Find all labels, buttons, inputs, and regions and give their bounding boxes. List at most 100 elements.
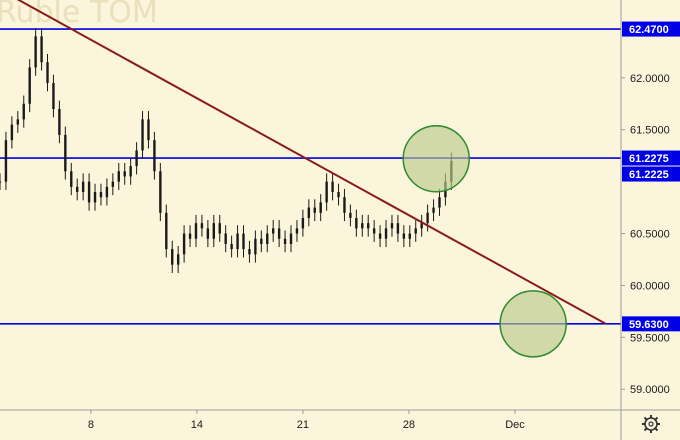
highlight-circle (402, 125, 470, 193)
candle-body (432, 207, 435, 213)
candle-body (182, 233, 186, 255)
candle-body (325, 181, 328, 203)
candle-body (129, 166, 132, 177)
candle-body (46, 62, 49, 84)
y-tick-label: 61.5000 (630, 125, 670, 137)
candle-body (200, 223, 204, 229)
candle-body (384, 228, 388, 239)
price-tag (622, 21, 680, 37)
candle-body (123, 171, 126, 177)
candle-body (390, 223, 394, 229)
y-tick-label: 59.5000 (630, 332, 670, 344)
candle-body (70, 171, 73, 187)
candle-body (218, 223, 221, 234)
candle-body (355, 217, 358, 229)
candle-body (93, 192, 97, 203)
highlight-circle (499, 290, 567, 358)
candle-body (0, 181, 2, 183)
candle-body (117, 171, 120, 182)
candle-body (99, 192, 103, 198)
candle-body (260, 238, 263, 244)
candle-body (76, 186, 79, 193)
candle-body (331, 181, 334, 193)
candle-body (289, 233, 293, 244)
y-tick-label: 59.0000 (630, 384, 670, 396)
candle-body (414, 228, 417, 234)
candle-body (271, 228, 275, 234)
settings-gear-icon[interactable] (642, 415, 660, 433)
candle-body (319, 202, 322, 213)
candle-body (153, 140, 156, 172)
price-tag-label: 62.4700 (629, 24, 669, 36)
candle-body (236, 233, 239, 250)
candle-body (266, 233, 269, 244)
candle-body (438, 197, 441, 208)
x-tick-label: Dec (505, 419, 525, 431)
price-tag-label: 61.2225 (629, 169, 669, 181)
candle-body (16, 119, 20, 125)
watermark-text: Ruble TOM (0, 0, 158, 30)
candle-body (105, 186, 109, 198)
candle-body (224, 233, 227, 244)
candle-body (188, 233, 192, 239)
price-tag (622, 166, 680, 182)
candle-body (313, 207, 316, 213)
candle-body (194, 223, 198, 239)
candle-body (301, 217, 305, 229)
candle-body (28, 67, 31, 104)
candle-body (4, 140, 8, 182)
candle-body (230, 243, 233, 250)
candle-body (64, 134, 67, 172)
price-tag-label: 59.6300 (629, 319, 669, 331)
candle-body (176, 254, 180, 265)
price-tag (622, 150, 680, 166)
y-tick-label: 62.0000 (630, 73, 670, 85)
candle-body (34, 36, 37, 68)
price-tag (622, 316, 680, 332)
candle-body (212, 223, 216, 239)
candle-body (242, 233, 245, 250)
candle-body (361, 223, 364, 229)
x-tick-label: 8 (88, 419, 94, 431)
y-tick-label: 60.5000 (630, 229, 670, 241)
candle-body (254, 238, 257, 255)
x-tick-label: 28 (403, 419, 415, 431)
candle-body (81, 181, 85, 193)
candle-body (396, 223, 400, 234)
candle-body (367, 223, 370, 229)
candle-body (426, 212, 429, 224)
candle-body (277, 228, 281, 239)
x-tick-label: 21 (297, 419, 309, 431)
x-tick-label: 14 (191, 419, 203, 431)
candle-body (40, 36, 43, 63)
candle-body (147, 119, 150, 141)
candle-body (141, 119, 144, 151)
candle-body (111, 181, 115, 187)
candle-body (58, 108, 61, 135)
candle-body (22, 103, 25, 120)
candle-body (52, 83, 55, 109)
candle-body (206, 228, 210, 239)
candle-body (248, 249, 251, 255)
candle-body (408, 233, 411, 239)
candle-body (295, 228, 299, 234)
candle-body (420, 223, 423, 229)
candle-body (87, 181, 91, 203)
candle-body (378, 233, 382, 239)
y-tick-label: 60.0000 (630, 280, 670, 292)
candle-body (165, 212, 168, 250)
candle-body (349, 212, 352, 218)
candle-body (372, 228, 376, 234)
trendline (16, 0, 607, 325)
candle-body (283, 238, 287, 244)
candle-body (10, 124, 14, 141)
candle-body (307, 207, 311, 218)
candle-body (402, 233, 406, 239)
candle-body (159, 171, 162, 213)
candle-body (343, 197, 346, 213)
candle-body (337, 192, 340, 198)
price-tag-label: 61.2275 (629, 153, 669, 165)
candle-body (171, 249, 174, 265)
candle-body (135, 150, 138, 167)
